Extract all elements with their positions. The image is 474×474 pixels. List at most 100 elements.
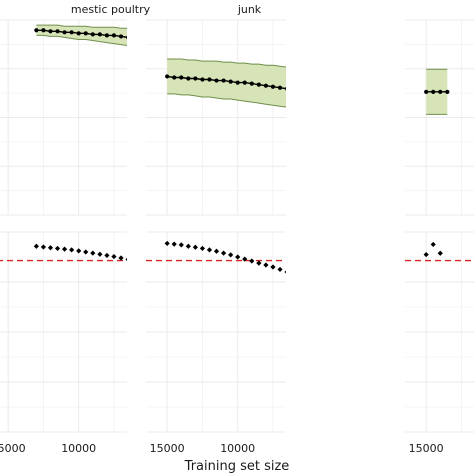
bottom-data-point	[306, 278, 311, 283]
bottom-data-point	[334, 294, 339, 299]
bottom-data-point	[83, 249, 89, 255]
bottom-data-point	[133, 258, 138, 263]
top-data-point	[48, 29, 53, 34]
top-data-point	[34, 28, 39, 33]
top-data-point	[334, 99, 338, 103]
top-data-point	[249, 81, 254, 86]
bottom-data-point	[61, 246, 68, 252]
top-data-point	[242, 80, 247, 85]
top-data-point	[140, 37, 144, 41]
band-upper-edge	[36, 24, 127, 29]
top-data-point	[111, 33, 117, 38]
top-data-point	[41, 28, 46, 33]
top-data-point	[104, 33, 110, 38]
x-tick-label: 15000	[409, 442, 444, 455]
bottom-data-point	[235, 254, 241, 260]
top-data-point	[228, 79, 233, 84]
top-data-point	[133, 36, 137, 40]
top-data-point	[292, 88, 296, 92]
bottom-data-point	[270, 264, 276, 270]
x-tick-labels: 15000 10000 15000 10000 15000	[0, 442, 444, 455]
bottom-data-point	[54, 245, 61, 252]
bottom-data-point	[192, 244, 198, 250]
bottom-data-point	[228, 252, 234, 258]
top-data-point	[299, 89, 303, 93]
x-tick-label: 10000	[61, 442, 96, 455]
top-data-point	[363, 125, 367, 129]
top-data-point	[97, 32, 102, 37]
bottom-data-point	[178, 242, 184, 248]
bottom-data-point	[111, 253, 117, 260]
confidence-band	[167, 59, 286, 108]
bottom-data-point	[40, 244, 47, 250]
top-data-point	[374, 182, 378, 186]
bottom-data-point	[327, 289, 332, 294]
top-data-point	[125, 35, 127, 40]
top-data-point	[313, 92, 317, 96]
bottom-data-point	[369, 341, 374, 346]
top-data-point	[55, 29, 60, 34]
top-data-point	[263, 83, 269, 88]
bottom-data-point	[320, 285, 325, 290]
top-data-point	[370, 143, 374, 147]
band-upper-edge	[167, 58, 286, 68]
bottom-data-point	[423, 251, 429, 258]
bottom-data-point	[263, 262, 269, 268]
top-data-point	[214, 78, 219, 83]
top-data-point	[69, 30, 74, 35]
top-data-point	[179, 75, 184, 80]
top-data-point	[327, 96, 331, 100]
bottom-data-point	[437, 250, 443, 256]
top-data-point	[306, 90, 310, 94]
top-data-point	[118, 34, 124, 39]
top-data-point	[277, 85, 283, 90]
bottom-data-point	[185, 243, 191, 249]
bottom-data-point	[118, 255, 124, 261]
bottom-data-point	[362, 327, 367, 332]
bottom-data-point	[206, 247, 213, 253]
bottom-data-point	[284, 270, 286, 274]
top-data-point	[186, 76, 191, 81]
bottom-data-point	[104, 252, 110, 259]
top-data-point	[62, 30, 67, 35]
bottom-data-point	[373, 414, 378, 419]
top-data-point	[431, 89, 436, 94]
bottom-data-point	[341, 300, 346, 305]
facet-label: mestic poultry	[71, 3, 151, 16]
top-data-point	[90, 32, 95, 37]
top-data-point	[341, 103, 345, 107]
bottom-data-point	[97, 251, 103, 257]
top-data-point	[193, 76, 198, 81]
bottom-data-point	[125, 257, 127, 261]
facet-label: junk	[237, 3, 262, 16]
panels-layer	[0, 19, 474, 433]
top-data-point	[348, 107, 352, 111]
bottom-data-point	[313, 281, 318, 286]
bottom-data-point	[140, 260, 145, 265]
bottom-data-point	[299, 275, 304, 280]
band-lower-edge	[167, 93, 286, 108]
bottom-data-point	[47, 245, 54, 251]
bottom-data-point	[199, 245, 206, 252]
top-data-point	[200, 77, 205, 82]
bottom-data-point	[292, 272, 297, 277]
bottom-data-point	[348, 307, 353, 312]
top-data-point	[284, 86, 286, 91]
bottom-data-point	[33, 243, 39, 249]
bottom-data-point	[355, 315, 360, 320]
bottom-data-point	[249, 258, 255, 264]
top-data-point	[270, 84, 276, 89]
bottom-data-point	[213, 248, 220, 254]
bottom-data-point	[171, 241, 177, 247]
top-data-point	[165, 74, 170, 79]
top-data-point	[256, 82, 261, 87]
band-lower-edge	[36, 34, 127, 47]
bottom-data-point	[76, 248, 82, 254]
top-data-point	[438, 89, 443, 94]
top-data-point	[221, 78, 226, 83]
bottom-data-point	[242, 256, 248, 262]
bottom-data-point	[69, 247, 75, 253]
top-data-point	[320, 94, 324, 98]
top-data-point	[172, 75, 177, 80]
bottom-data-point	[90, 250, 96, 256]
